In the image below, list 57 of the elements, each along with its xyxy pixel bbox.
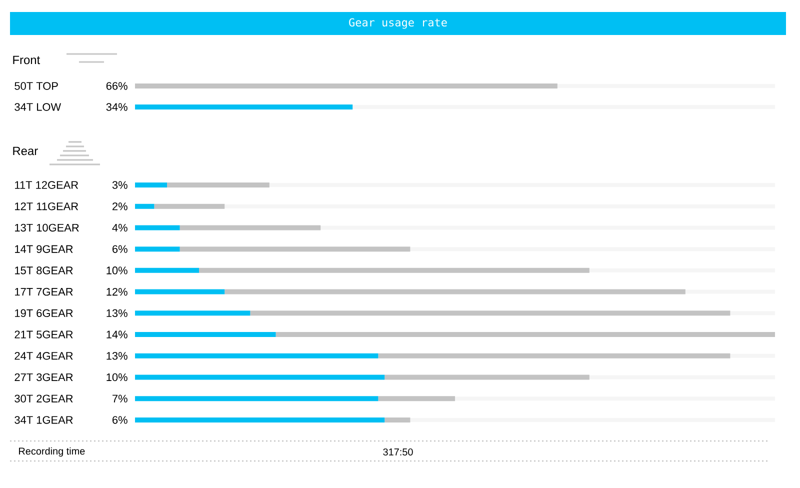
y-tick-label: 30T 2GEAR [14, 394, 73, 402]
text: 7% [112, 394, 128, 402]
y-tick-label: 21T 5GEAR [14, 330, 73, 338]
bar [384, 374, 590, 380]
bar [199, 268, 590, 273]
text: 10% [106, 373, 128, 382]
y-tick-label: 15T 8GEAR [15, 266, 73, 274]
bar [135, 310, 250, 316]
bar [378, 353, 730, 358]
bar [180, 225, 321, 230]
bar [135, 225, 180, 230]
y-tick-label: 11T 12GEAR [15, 181, 78, 189]
y-tick-label: 13T 10GEAR [15, 224, 79, 232]
bar [135, 204, 154, 209]
text: 13% [106, 309, 128, 318]
bar [135, 182, 168, 188]
data-label: 66% [106, 82, 128, 90]
text: Rear [13, 146, 38, 156]
y-tick-label: 19T 6GEAR [15, 309, 73, 318]
text: 14% [106, 330, 128, 338]
y-tick-label: 14T 9GEAR [15, 245, 73, 253]
bar [135, 374, 385, 380]
y-tick-label: 27T 3GEAR [14, 373, 73, 382]
bar [135, 353, 378, 358]
bar [135, 268, 200, 273]
text: 6% [112, 245, 128, 253]
text: Front [13, 56, 40, 64]
bar [167, 182, 270, 188]
bar [135, 332, 276, 338]
text: 10% [106, 266, 128, 274]
text: 6% [112, 416, 128, 424]
y-tick-label: 50T TOP [14, 82, 58, 90]
bar [224, 289, 686, 294]
bar [180, 246, 410, 252]
text: 3% [112, 181, 128, 189]
y-tick-label: 34T 1GEAR [14, 416, 73, 424]
text: Recording time [19, 447, 85, 457]
bar [250, 310, 730, 316]
bar [135, 417, 385, 422]
text: 317:50 [383, 448, 413, 456]
text: 4% [112, 224, 128, 232]
text: 2% [112, 202, 128, 210]
text: 13% [106, 352, 128, 360]
text: 12% [106, 288, 128, 296]
data-label: 34% [106, 103, 128, 111]
bar [154, 204, 225, 209]
y-tick-label: 12T 11GEAR [15, 202, 78, 210]
bar [135, 289, 225, 294]
bar [276, 332, 776, 338]
y-tick-label: 24T 4GEAR [14, 352, 73, 360]
y-tick-label: 34T LOW [14, 103, 62, 111]
y-tick-label: 17T 7GEAR [15, 288, 73, 296]
bar [135, 246, 180, 252]
bar [135, 396, 378, 402]
bar [378, 396, 456, 402]
chart-title: Gear usage rate [349, 18, 447, 29]
bar [384, 417, 410, 422]
